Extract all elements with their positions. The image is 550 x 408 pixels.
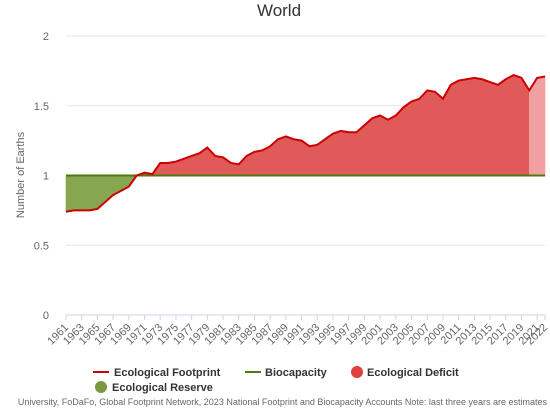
deficit-area-53 [481,78,491,176]
deficit-area-60 [536,76,546,176]
reserve-area-1 [73,175,82,211]
x-tick-label-2022: 2022 [524,322,550,348]
deficit-area-33 [324,133,334,176]
chart-lines [65,73,546,316]
svg-text:Ecological Reserve: Ecological Reserve [112,382,213,394]
reserve-area-3 [89,175,98,211]
deficit-area-38 [364,117,373,176]
chart-title: World [257,1,301,20]
reserve-area-0 [65,175,75,213]
legend-item-deficit[interactable]: Ecological Deficit [351,366,459,379]
deficit-area-52 [474,77,483,176]
reserve-area-2 [81,175,90,211]
deficit-area-42 [395,106,404,176]
deficit-area-39 [371,115,381,176]
deficit-area-51 [466,77,475,176]
deficit-area-57 [513,74,522,176]
y-axis-ticks: 0 0.5 1 1.5 2 [34,31,49,322]
deficit-area-59 [528,76,538,176]
svg-text:Ecological Deficit: Ecological Deficit [367,367,459,379]
x-axis-ticks: 1961196319651967196919711973197519771979… [45,315,550,347]
y-tick-label-3: 1.5 [34,101,49,113]
deficit-area-24 [254,150,263,176]
y-tick-label-0: 0 [43,310,49,322]
deficit-area-36 [348,131,357,176]
deficit-area-46 [426,90,436,176]
deficit-area-50 [458,78,467,176]
deficit-area-19 [214,155,224,176]
svg-text:Ecological Footprint: Ecological Footprint [114,367,221,379]
deficit-area-58 [521,76,530,176]
deficit-area-29 [293,138,302,176]
deficit-area-49 [450,80,459,176]
deficit-area-37 [356,124,365,176]
footprint-line [65,73,546,213]
deficit-area-35 [340,130,349,176]
y-tick-label-1: 0.5 [34,240,49,252]
deficit-area-28 [285,136,295,176]
y-tick-label-4: 2 [43,31,49,43]
deficit-area-41 [387,115,397,176]
credits[interactable]: University, FoDaFo, Global Footprint Net… [18,397,548,407]
deficit-area-54 [489,81,499,176]
deficit-area-43 [403,100,412,176]
deficit-area-55 [497,78,507,176]
deficit-area-31 [309,144,318,176]
deficit-area-47 [434,91,444,176]
legend-item-biocapacity[interactable]: Biocapacity [245,367,328,379]
deficit-area-40 [379,115,389,176]
deficit-area-34 [332,130,342,176]
y-tick-label-2: 1 [43,171,49,183]
deficit-area-44 [411,98,420,176]
legend: Ecological Footprint Biocapacity Ecologi… [93,366,459,394]
legend-item-footprint[interactable]: Ecological Footprint [93,367,221,379]
deficit-area-27 [277,136,287,176]
deficit-area-12 [159,162,169,176]
svg-text:Biocapacity: Biocapacity [265,367,328,379]
y-axis-title: Number of Earths [15,131,27,218]
deficit-area-45 [419,89,428,176]
deficit-area-56 [505,74,514,176]
legend-item-reserve[interactable]: Ecological Reserve [95,381,213,394]
